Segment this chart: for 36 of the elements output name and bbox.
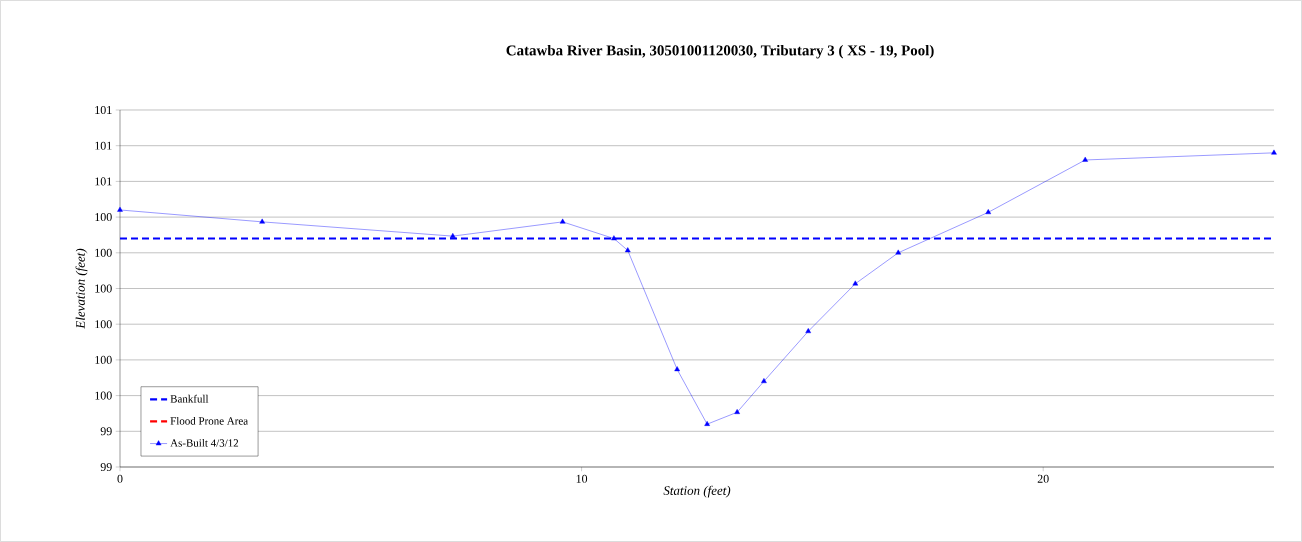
y-tick-label: 100 — [95, 391, 112, 400]
y-tick-label: 100 — [95, 248, 112, 257]
legend-label: Bankfull — [170, 394, 209, 403]
point — [895, 249, 902, 255]
point — [761, 378, 767, 384]
point — [704, 420, 710, 426]
point — [259, 218, 265, 224]
y-tick-label: 100 — [95, 284, 112, 293]
y-tick-label: 101 — [95, 105, 112, 115]
point — [559, 218, 566, 224]
x-tick-label: 10 — [576, 474, 588, 483]
x-tick-label: 0 — [117, 474, 123, 483]
point — [852, 280, 859, 286]
y-tick-label: 100 — [95, 213, 112, 222]
y-tick-label: 101 — [95, 177, 112, 186]
point — [117, 206, 123, 212]
x-axis-title: Station (feet) — [663, 485, 731, 498]
point — [985, 209, 992, 215]
y-tick-label: 99 — [100, 427, 112, 436]
point — [734, 409, 740, 414]
point — [450, 232, 456, 238]
y-axis-title: Elevation (feet) — [75, 248, 88, 329]
point — [1271, 149, 1277, 155]
y-tick-label: 100 — [95, 320, 112, 329]
chart-title: Catawba River Basin, 30501001120030, Tributary 3 ( XS - 19, Pool) — [506, 44, 934, 59]
point — [805, 328, 812, 334]
point — [624, 247, 631, 253]
y-tick-label: 99 — [100, 462, 112, 472]
y-tick-label: 101 — [95, 141, 112, 150]
point — [674, 366, 680, 372]
y-tick-label: 100 — [95, 355, 112, 364]
legend-label: Flood Prone Area — [170, 416, 248, 425]
point — [1082, 156, 1088, 162]
x-tick-label: 20 — [1037, 474, 1049, 483]
point — [611, 235, 617, 241]
legend-label: As-Built 4/3/12 — [170, 439, 239, 447]
